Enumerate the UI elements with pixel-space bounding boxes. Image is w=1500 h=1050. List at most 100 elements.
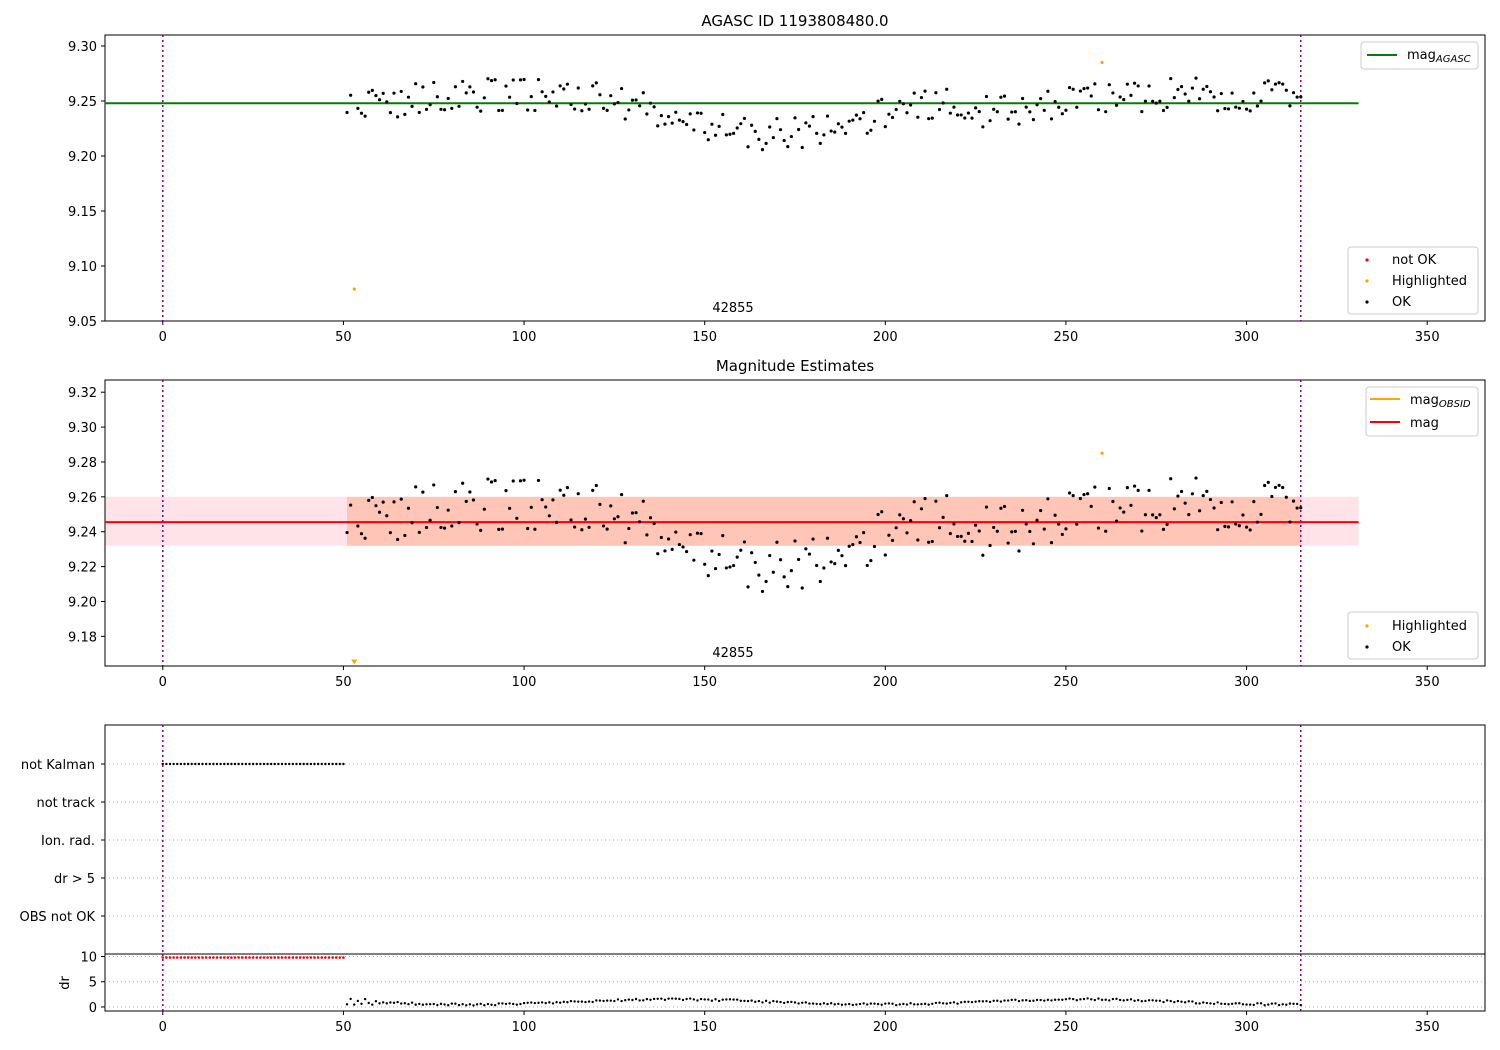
dr-point	[1194, 1002, 1198, 1005]
ok-point	[1158, 513, 1162, 517]
dr-point	[1176, 999, 1180, 1003]
ok-point	[374, 504, 378, 508]
x-tick-label: 100	[512, 1020, 537, 1035]
ok-point	[862, 531, 866, 535]
ok-point	[1089, 94, 1093, 98]
ok-point	[840, 554, 844, 558]
dr-point	[858, 1002, 862, 1006]
ok-point	[1020, 96, 1025, 101]
ok-point	[1118, 95, 1122, 99]
dr-clipped-point	[298, 956, 302, 959]
ok-point	[471, 498, 476, 502]
ok-point	[1082, 86, 1086, 91]
ok-point	[1042, 108, 1046, 112]
ok-point	[731, 131, 736, 135]
ok-point	[1107, 83, 1111, 87]
category-label: dr > 5	[54, 872, 95, 887]
flag-point	[212, 762, 215, 766]
ok-point	[638, 104, 642, 108]
ok-point	[674, 530, 678, 534]
ok-point	[760, 148, 765, 152]
highlighted-point	[1100, 451, 1104, 455]
ok-point	[508, 95, 512, 99]
ok-point	[432, 80, 436, 85]
dr-point	[457, 1003, 461, 1007]
dr-point	[1205, 1001, 1209, 1005]
dr-point	[1003, 999, 1006, 1002]
dr-point	[674, 997, 677, 1000]
dr-point	[1133, 999, 1136, 1003]
dr-point	[587, 1000, 591, 1003]
ok-point	[533, 108, 537, 113]
ok-point	[1125, 82, 1129, 86]
ok-point	[757, 573, 761, 577]
ok-point	[833, 130, 837, 134]
ok-point	[955, 113, 960, 117]
dr-clipped-point	[277, 956, 280, 959]
ok-point	[403, 112, 407, 117]
ok-point	[1201, 87, 1205, 91]
ok-point	[630, 511, 635, 515]
dr-point	[685, 997, 688, 1001]
ok-point	[1082, 492, 1086, 497]
dr-point	[808, 1002, 811, 1005]
ok-point	[1223, 107, 1227, 111]
ok-point	[392, 500, 396, 504]
dr-point	[905, 1003, 909, 1006]
flag-point	[230, 762, 233, 766]
dr-clipped-point	[287, 956, 291, 959]
panel1-title: AGASC ID 1193808480.0	[701, 12, 888, 30]
highlighted-point	[1100, 60, 1104, 65]
ok-point	[1165, 522, 1169, 526]
ok-point	[1057, 522, 1061, 526]
ok-point	[1270, 88, 1274, 92]
panel2-title: Magnitude Estimates	[716, 357, 874, 375]
dr-point	[573, 1000, 576, 1003]
ok-point	[681, 545, 685, 549]
dr-clipped-point	[222, 956, 226, 959]
dr-point	[555, 1000, 558, 1004]
dr-point	[772, 999, 775, 1003]
x-tick-label: 0	[159, 330, 167, 345]
ok-point	[1194, 76, 1198, 80]
ok-point	[703, 562, 707, 566]
flag-point	[226, 762, 230, 766]
panel2-legend-bottom: Highlighted OK	[1347, 611, 1479, 660]
x-tick-label: 150	[692, 675, 717, 690]
ok-point	[1151, 513, 1155, 517]
dr-point	[1292, 1002, 1295, 1006]
ok-point	[916, 538, 920, 542]
ok-point	[1024, 522, 1028, 526]
flag-point	[338, 762, 342, 766]
ok-point	[540, 90, 544, 94]
dr-point	[378, 1002, 381, 1005]
flag-point	[215, 762, 219, 766]
ok-point	[847, 544, 851, 548]
dr-point	[1198, 1002, 1201, 1005]
ok-point	[768, 125, 772, 129]
legend-mag-agasc: magAGASC	[1407, 48, 1471, 65]
ok-point	[728, 565, 732, 569]
dr-point	[1169, 999, 1172, 1003]
dr-point	[486, 1002, 490, 1006]
ok-point	[359, 111, 364, 115]
ok-point	[1172, 507, 1176, 511]
ok-point	[1179, 84, 1184, 89]
ok-point	[1078, 496, 1082, 501]
ok-point	[898, 99, 902, 103]
dr-point	[815, 1002, 818, 1006]
dr-point	[1220, 1002, 1223, 1005]
dr-point	[656, 997, 659, 1000]
ok-point	[1284, 495, 1288, 499]
ok-point	[1161, 108, 1166, 113]
ok-point	[829, 560, 833, 564]
ok-point	[840, 125, 844, 129]
dr-clipped-point	[284, 956, 287, 959]
ok-point	[482, 96, 486, 100]
dr-point	[999, 1000, 1003, 1003]
dr-point	[645, 997, 649, 1001]
ok-point	[789, 569, 793, 573]
ok-point	[1187, 513, 1191, 517]
y-tick-label: 9.25	[68, 95, 97, 110]
ok-point	[591, 84, 595, 88]
